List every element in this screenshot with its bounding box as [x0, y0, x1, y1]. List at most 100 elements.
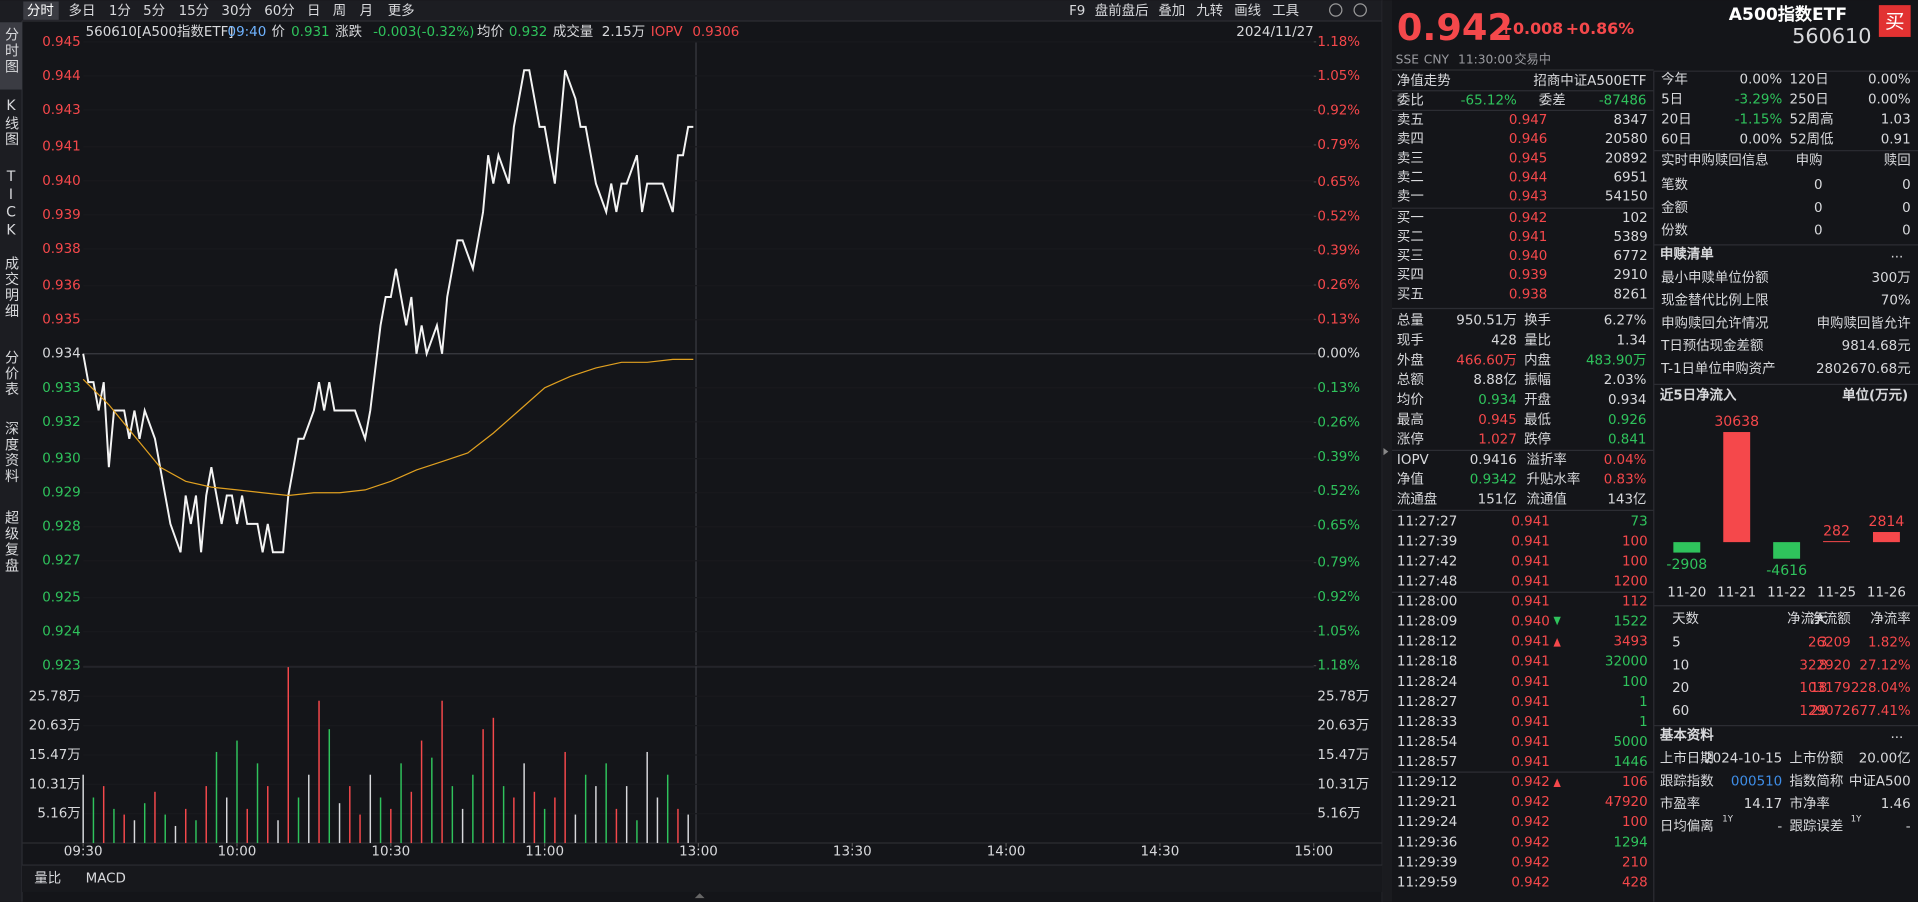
trade-price: 0.940 — [1511, 615, 1549, 630]
volume-tick-label-right: 15.47万 — [1317, 748, 1369, 763]
more[interactable]: ... — [1890, 246, 1903, 261]
trade-volume: 5000 — [1613, 735, 1647, 750]
value: 151亿 — [1478, 491, 1517, 507]
tool-button[interactable]: F9 — [1069, 4, 1085, 19]
flow-value-label: 2814 — [1869, 514, 1905, 530]
value: 0 — [1902, 224, 1911, 239]
volume-bar — [502, 786, 505, 844]
book-volume: 8347 — [1613, 113, 1647, 128]
flow-value-label: 30638 — [1714, 414, 1759, 430]
side-tab[interactable]: 分价表 — [3, 350, 19, 398]
indicator-tab[interactable]: MACD — [86, 872, 126, 887]
change-pct: +0.86% — [1566, 19, 1635, 38]
trade-volume: 1294 — [1613, 835, 1647, 850]
volume-bar — [687, 814, 689, 844]
book-volume: 20892 — [1605, 151, 1648, 166]
side-tab[interactable]: K线图 — [3, 98, 19, 148]
value: 0.00% — [1868, 93, 1911, 108]
trade-volume: 1200 — [1613, 575, 1647, 590]
more[interactable]: ... — [1890, 727, 1903, 742]
y2-tick-label: 0.65% — [1317, 175, 1360, 190]
trade-time: 11:27:48 — [1397, 575, 1457, 590]
book-label: 卖二 — [1397, 169, 1424, 185]
book-price: 0.941 — [1509, 230, 1547, 245]
period-tab[interactable]: 分时 — [27, 3, 54, 19]
value: -87486 — [1599, 94, 1647, 109]
x-tick-label: 14:30 — [1141, 845, 1180, 860]
period-tab[interactable]: 多日 — [69, 2, 96, 19]
settings-icon[interactable] — [1329, 3, 1343, 17]
code-name: 560610[A500指数ETF] — [86, 24, 234, 40]
flow-date: 11-25 — [1817, 585, 1856, 600]
cursor-time: 09:40 — [228, 25, 267, 40]
side-tab[interactable]: 分时图 — [3, 27, 19, 75]
value: 0.91 — [1881, 133, 1911, 148]
buy-button[interactable] — [1878, 5, 1911, 37]
flow-cell: 3 — [1819, 635, 1828, 650]
trade-time: 11:28:57 — [1397, 755, 1457, 770]
value: 20.00亿 — [1859, 751, 1911, 767]
flow-cell: 129072 — [1799, 704, 1850, 719]
volume-bar — [154, 791, 156, 844]
info-value: 0.931 — [291, 25, 329, 40]
volume-bar — [410, 791, 413, 844]
period-tab[interactable]: 日 — [307, 4, 320, 19]
period-tab[interactable]: 30分 — [221, 3, 252, 19]
flow-cell: 103179 — [1799, 681, 1850, 696]
period-tab[interactable]: 1分 — [109, 3, 131, 19]
value: 6.27% — [1604, 314, 1647, 329]
tool-button[interactable]: 画线 — [1234, 3, 1261, 19]
trade-time: 11:27:39 — [1397, 534, 1457, 549]
tool-button[interactable]: 盘前盘后 — [1095, 2, 1149, 19]
sidebar — [0, 21, 23, 902]
side-tab[interactable]: 成交明细 — [3, 256, 19, 320]
period-tab[interactable]: 周 — [333, 4, 346, 19]
flow-date: 11-22 — [1767, 585, 1806, 600]
volume-bar — [297, 797, 300, 844]
label: 最小申赎单位份额 — [1661, 270, 1769, 286]
tool-button[interactable]: 九转 — [1196, 3, 1223, 19]
book-price: 0.938 — [1509, 287, 1547, 302]
period-tab[interactable]: 15分 — [179, 3, 210, 19]
trade-arrow — [1553, 616, 1561, 626]
volume-bar — [441, 700, 443, 844]
x-tick-label: 13:00 — [679, 845, 718, 860]
expand-arrow[interactable] — [694, 893, 705, 899]
side-tab[interactable]: 超级复盘 — [3, 510, 19, 574]
flow-cell: 1.82% — [1868, 635, 1911, 650]
y2-tick-label: 1.05% — [1317, 69, 1360, 84]
value: 143亿 — [1607, 491, 1646, 507]
collapse-arrow[interactable] — [1383, 447, 1389, 456]
book-label: 卖四 — [1397, 131, 1424, 147]
buy-label[interactable]: 买 — [1885, 10, 1905, 33]
book-price: 0.943 — [1509, 189, 1547, 204]
flow-cell: 677.41% — [1851, 704, 1911, 719]
label: 指数简称 — [1790, 772, 1844, 789]
tool-button[interactable]: 工具 — [1272, 4, 1299, 19]
period-tab[interactable]: 月 — [360, 4, 373, 19]
period-tab[interactable]: 60分 — [264, 3, 295, 19]
period-tab[interactable]: 5分 — [143, 3, 165, 19]
meta: 交易中 — [1514, 52, 1551, 67]
side-tab[interactable]: 深度资料 — [3, 421, 19, 485]
y-tick-label: 0.925 — [42, 591, 80, 606]
period-tab[interactable]: 更多 — [388, 2, 415, 19]
help-icon[interactable] — [1353, 3, 1367, 17]
date: 2024/11/27 — [1236, 25, 1313, 40]
side-tab[interactable]: TICK — [3, 169, 19, 240]
flow-cell: 18 — [1810, 681, 1827, 696]
trade-time: 11:29:59 — [1397, 875, 1457, 890]
volume-bar — [308, 774, 310, 844]
trade-time: 11:28:24 — [1397, 675, 1457, 690]
indicator-tab[interactable]: 量比 — [34, 871, 61, 887]
value: - — [1777, 820, 1782, 835]
volume-bar — [277, 820, 279, 844]
value: 8.88亿 — [1473, 372, 1516, 388]
tool-button[interactable]: 叠加 — [1158, 3, 1185, 19]
volume-bar — [615, 808, 618, 844]
meta: 11:30:00 — [1458, 53, 1513, 67]
value: 0.9342 — [1470, 473, 1517, 488]
value: 0.945 — [1478, 413, 1516, 428]
volume-tick-label: 5.16万 — [37, 807, 80, 822]
